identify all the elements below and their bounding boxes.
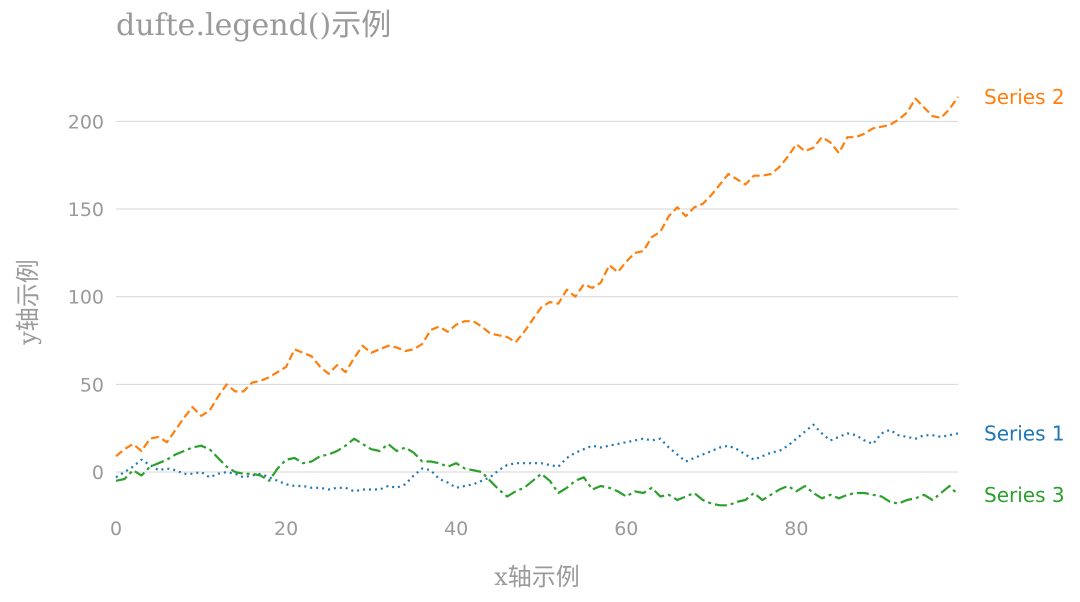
x-tick-label: 60	[614, 518, 638, 540]
inline-legend: Series 2 Series 1 Series 3	[984, 85, 1065, 507]
legend-label-series-1: Series 1	[984, 421, 1065, 445]
grid-lines	[116, 120, 958, 473]
x-tick-label: 0	[110, 518, 122, 540]
y-tick-label: 150	[68, 199, 104, 221]
y-tick-label: 50	[80, 374, 104, 396]
y-tick-label: 0	[92, 462, 104, 484]
series-line-2	[115, 96, 959, 458]
legend-label-series-3: Series 3	[984, 483, 1065, 507]
x-tick-label: 20	[274, 518, 298, 540]
x-axis-label: x轴示例	[494, 563, 580, 591]
x-tick-labels: 0 20 40 60 80	[110, 518, 809, 540]
series-line-1	[115, 423, 959, 493]
y-tick-label: 200	[68, 111, 104, 133]
chart-title: dufte.legend()示例	[116, 8, 391, 43]
y-axis-label: y轴示例	[14, 259, 42, 346]
series-line-3	[115, 437, 959, 507]
series-lines	[115, 96, 959, 507]
y-tick-label: 100	[68, 287, 104, 309]
legend-label-series-2: Series 2	[984, 85, 1065, 109]
y-tick-labels: 0 50 100 150 200	[68, 111, 104, 484]
x-tick-label: 40	[444, 518, 468, 540]
x-tick-label: 80	[784, 518, 808, 540]
